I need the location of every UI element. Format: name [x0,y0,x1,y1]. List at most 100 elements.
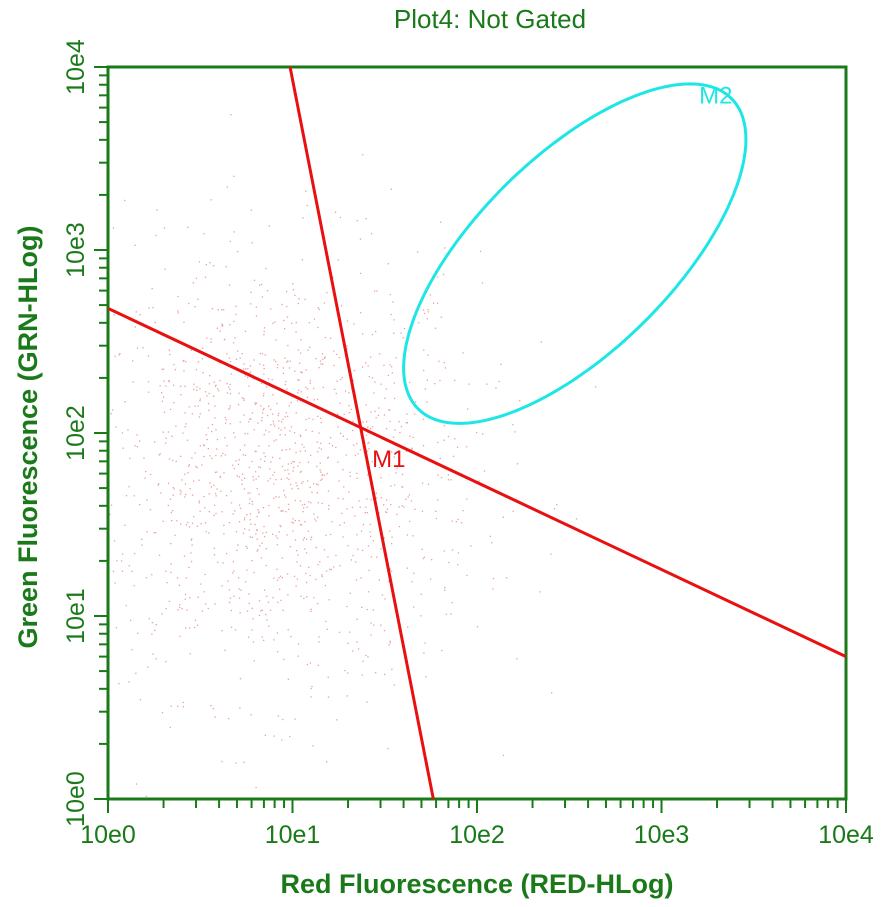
event-dot [297,302,299,305]
event-dot [326,570,328,572]
event-dot [214,716,216,718]
event-dot [296,400,298,402]
event-dot [286,388,288,390]
event-dot [244,433,246,435]
event-dot [519,400,521,402]
event-dot [214,471,217,473]
event-dot [233,320,235,323]
event-dot [422,309,425,311]
event-dot [114,582,116,584]
event-dot [375,330,377,333]
event-dot [420,593,422,595]
event-dot [272,394,274,396]
event-dot [245,368,247,370]
event-dot [366,701,368,703]
event-dot [250,209,252,211]
event-dot [313,597,315,599]
event-dot [324,584,326,587]
event-dot [252,641,255,643]
event-dot [362,366,364,368]
event-dot [297,554,299,556]
event-dot [270,424,272,426]
event-dot [328,599,330,601]
event-dot [229,240,231,243]
event-dot [255,786,257,789]
event-dot [360,530,363,532]
event-dot [339,402,341,404]
event-dot [230,114,232,116]
event-dot [161,613,163,615]
y-tick-label: 10e3 [62,222,90,278]
event-dot [146,499,148,501]
event-dot [189,597,191,599]
event-dot [411,581,413,583]
event-dot [286,477,288,479]
event-dot [149,509,152,511]
event-dot [277,364,279,366]
event-dot [395,472,397,474]
event-dot [269,609,272,611]
event-dot [272,322,274,325]
event-dot [489,535,492,537]
event-dot [161,368,163,370]
event-dot [362,421,364,423]
event-dot [344,390,347,392]
event-dot [207,427,209,429]
event-dot [431,559,433,561]
event-dot [353,369,356,372]
y-tick-label: 10e1 [62,588,90,644]
event-dot [356,472,358,475]
event-dot [216,438,219,441]
event-dot [438,360,440,362]
event-dot [303,507,305,509]
event-dot [295,451,297,454]
event-dot [161,400,164,402]
event-dot [434,327,437,329]
event-dot [236,549,238,551]
event-dot [320,479,322,481]
event-dot [310,502,312,504]
event-dot [305,190,307,192]
event-dot [251,500,253,502]
event-dot [280,599,282,602]
event-dot [215,454,217,457]
event-dot [168,458,171,460]
event-dot [243,519,246,521]
event-dot [310,536,313,538]
event-dot [495,387,497,389]
event-dot [283,658,285,661]
event-dot [177,705,179,707]
event-dot [454,379,456,382]
event-dot [230,502,233,504]
event-dot [309,382,311,384]
event-dot [301,372,303,374]
event-dot [370,634,372,636]
event-dot [185,627,187,629]
event-dot [154,321,156,324]
event-dot [287,463,289,465]
event-dot [171,520,173,522]
event-dot [179,604,181,606]
event-dot [378,579,380,581]
event-dot [166,582,168,584]
event-dot [114,355,116,358]
event-dot [409,520,411,523]
event-dot [134,326,136,328]
event-dot [254,523,256,526]
event-dot [182,701,184,704]
event-dot [219,379,221,382]
event-dot [261,353,264,355]
event-dot [254,403,257,406]
event-dot [437,276,439,278]
event-dot [338,480,340,482]
event-dot [232,513,234,515]
event-dot [229,324,231,326]
event-dot [336,719,338,721]
event-dot [357,453,359,455]
event-dot [162,431,164,433]
event-dot [116,560,118,562]
event-dot [294,294,296,296]
event-dot [287,503,290,505]
event-dot [287,469,289,471]
event-dot [445,613,447,615]
